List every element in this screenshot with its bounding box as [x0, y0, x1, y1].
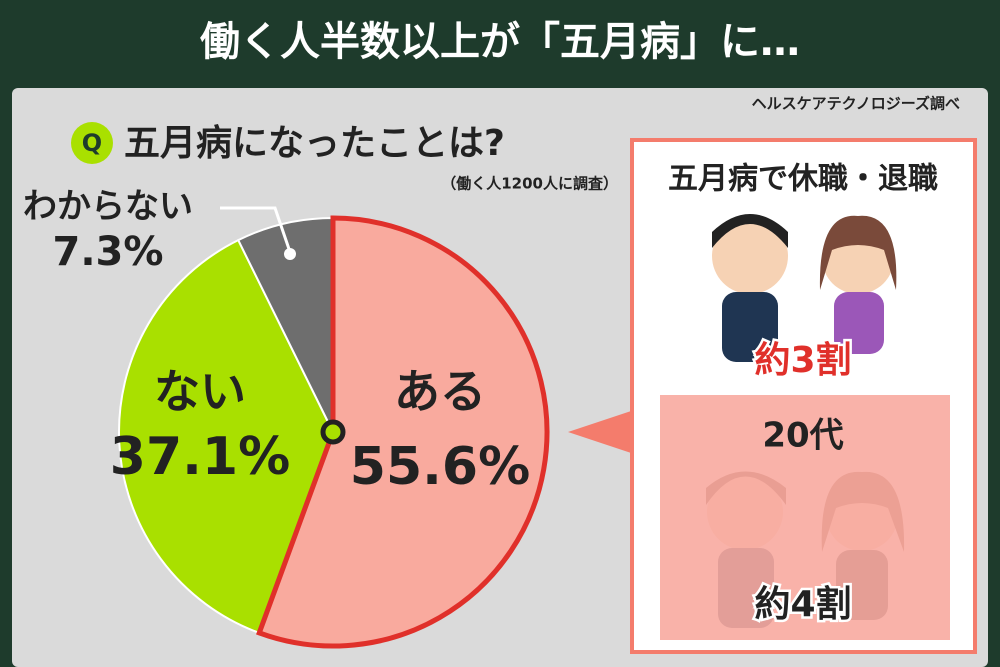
value-label: 7.3% [53, 229, 164, 275]
group-label: 20代 [762, 416, 843, 456]
question: 五月病になったことは? [124, 123, 505, 164]
callout-pointer [568, 408, 640, 456]
pie-slice [118, 238, 335, 635]
source: ヘルスケアテクノロジーズ調べ [752, 95, 960, 113]
q-mark: Q [82, 129, 102, 157]
slice-label: わからない [23, 187, 193, 227]
q-badge [71, 122, 113, 164]
leader-dot [284, 248, 296, 260]
group-ratio: 約4割 [754, 584, 851, 625]
slice-label: ない [154, 365, 246, 419]
group-box [660, 395, 950, 640]
overall-ratio: 約3割 [754, 340, 851, 381]
chart-title: 働く人半数以上が「五月病」に… [200, 19, 800, 65]
center-dot [320, 419, 346, 445]
value-label: 37.1% [110, 427, 290, 487]
subtitle: （働く人1200人に調査） [441, 175, 618, 193]
pie-slice [256, 215, 550, 649]
leader-line [220, 206, 292, 253]
pie [118, 215, 550, 649]
value-label: 55.6% [350, 437, 530, 497]
side-title: 五月病で休職・退職 [668, 162, 938, 197]
slice-label: ある [394, 365, 486, 419]
